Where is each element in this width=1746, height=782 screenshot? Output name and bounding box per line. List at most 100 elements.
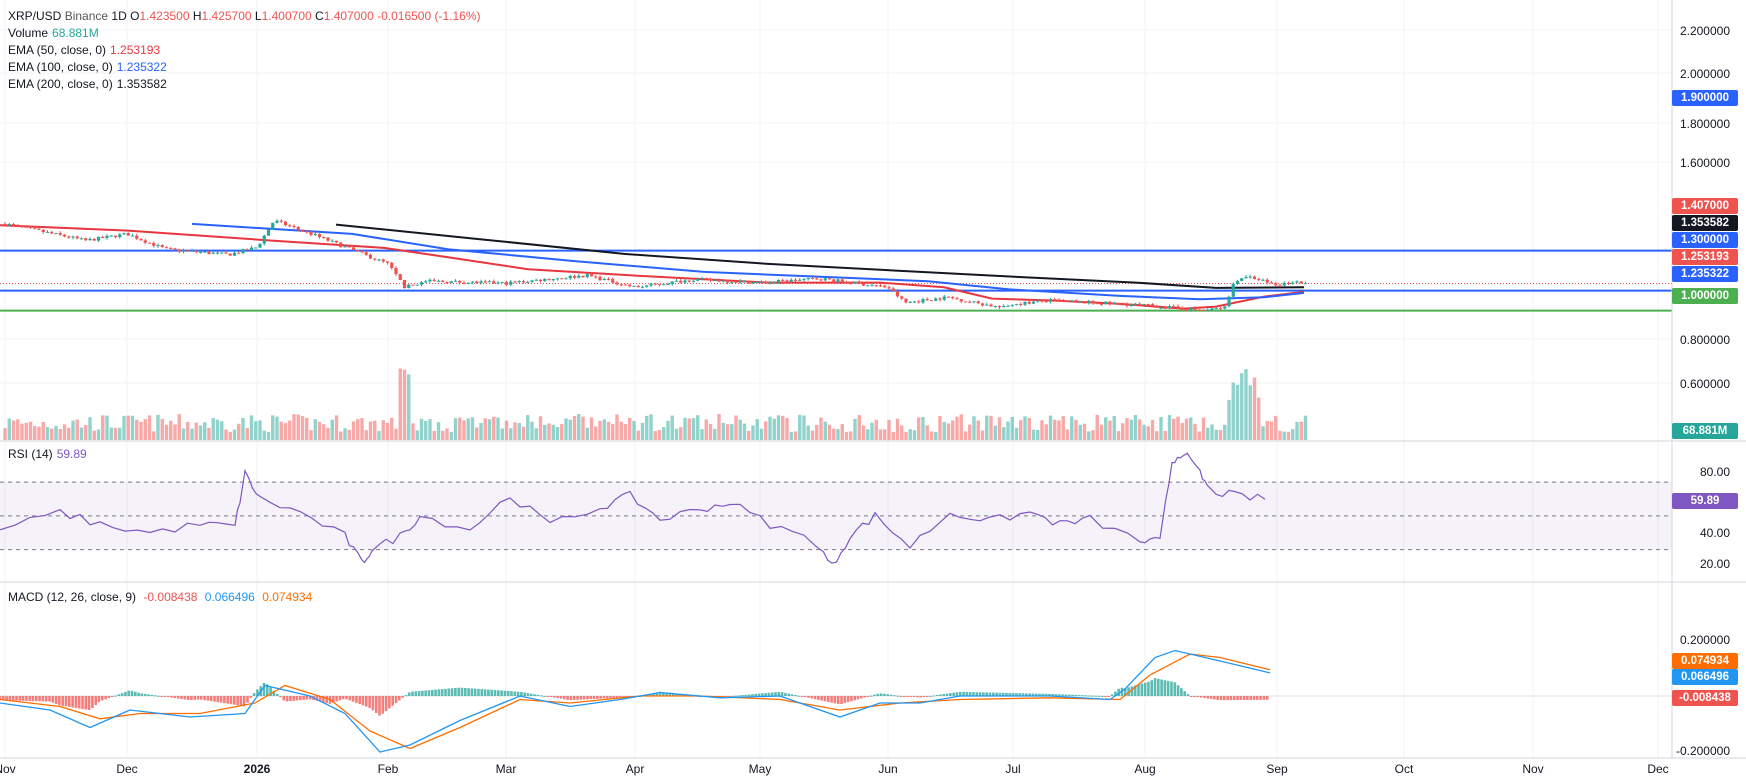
candle-body	[1295, 281, 1299, 283]
macd-histogram-bar	[1180, 688, 1183, 696]
macd-histogram-bar	[935, 694, 939, 696]
macd-legend[interactable]: MACD (12, 26, close, 9) -0.008438 0.0664…	[8, 590, 313, 604]
candle-body	[1261, 279, 1265, 281]
volume-bar	[79, 427, 84, 440]
volume-bar	[653, 431, 657, 440]
volume-legend[interactable]: Volume 68.881M	[8, 26, 99, 40]
candle-body	[674, 280, 679, 282]
candle-body	[912, 301, 917, 303]
volume-bar	[71, 420, 75, 440]
candle-body	[1002, 306, 1006, 308]
volume-bar	[152, 431, 156, 440]
volume-bar	[186, 421, 190, 440]
macd-histogram-bar	[876, 693, 880, 696]
candle-body	[1299, 281, 1303, 284]
macd-histogram-bar	[1058, 694, 1061, 696]
macd-histogram-bar	[8, 696, 12, 701]
macd-histogram-bar	[388, 696, 391, 709]
symbol[interactable]: XRP/USD	[8, 9, 62, 23]
candle-body	[143, 240, 147, 243]
x-tick: Aug	[1134, 762, 1156, 776]
candle-body	[1282, 282, 1286, 286]
macd-histogram-bar	[827, 696, 830, 702]
ema50-legend[interactable]: EMA (50, close, 0) 1.253193	[8, 43, 161, 57]
volume-bar	[751, 425, 755, 440]
candle-body	[955, 298, 959, 300]
candle-body	[789, 279, 793, 282]
macd-histogram-bar	[770, 692, 774, 696]
candle-body	[611, 279, 615, 283]
volume-bar	[364, 430, 368, 440]
volume-bar	[496, 417, 500, 440]
macd-histogram-bar	[61, 696, 64, 706]
volume-bar	[815, 424, 819, 440]
macd-histogram-bar	[566, 696, 569, 700]
volume-bar	[968, 424, 972, 440]
candle-body	[1214, 308, 1218, 310]
candle-body	[606, 278, 611, 280]
volume-bar	[870, 422, 874, 440]
candle-body	[279, 220, 283, 222]
volume-bar	[88, 417, 92, 440]
candle-body	[997, 306, 1002, 308]
volume-bar	[993, 425, 997, 440]
volume-bar	[1282, 431, 1286, 440]
volume-bar	[458, 417, 462, 440]
candle-body	[75, 236, 79, 239]
macd-histogram-bar	[483, 689, 487, 696]
candle-body	[721, 280, 725, 282]
candle-body	[1053, 299, 1057, 301]
macd-histogram-bar	[480, 689, 484, 696]
volume-bar	[1223, 424, 1227, 440]
volume-bar	[164, 424, 169, 440]
candle-body	[713, 280, 717, 282]
volume-bar	[173, 424, 177, 440]
macd-histogram-bar	[873, 694, 876, 696]
macd-histogram-bar	[1048, 693, 1051, 696]
volume-bar	[1274, 415, 1278, 440]
volume-bar	[1189, 417, 1193, 440]
volume-bar	[313, 419, 317, 440]
candle-body	[1189, 308, 1193, 311]
candle-body	[866, 285, 870, 287]
macd-histogram-bar	[1133, 685, 1137, 696]
volume-bar	[351, 421, 356, 440]
macd-histogram-bar	[338, 696, 342, 701]
candle-body	[836, 279, 840, 282]
macd-histogram-bar	[1150, 680, 1153, 696]
macd-histogram-bar	[572, 696, 576, 700]
volume-bar	[58, 429, 62, 440]
rsi-legend[interactable]: RSI (14) 59.89	[8, 447, 87, 461]
volume-bar	[1172, 418, 1176, 440]
candle-body	[1163, 307, 1167, 309]
volume-bar	[1027, 418, 1031, 440]
candle-body	[738, 280, 742, 283]
ema200-legend[interactable]: EMA (200, close, 0) 1.353582	[8, 77, 167, 91]
volume-bar	[891, 431, 895, 440]
candle-body	[381, 259, 385, 262]
candle-body	[781, 279, 785, 281]
candle-body	[1244, 277, 1248, 279]
volume-bar	[385, 422, 390, 440]
candle-body	[513, 281, 517, 283]
candle-body	[887, 287, 891, 289]
macd-histogram-bar	[1265, 696, 1269, 700]
candle-body	[543, 278, 547, 282]
volume-bar	[1176, 416, 1180, 440]
macd-histogram-bar	[444, 688, 447, 696]
macd-histogram-bar	[341, 696, 345, 700]
horizontal-levels	[0, 249, 1672, 312]
candle-body	[1193, 308, 1197, 310]
macd-histogram-bar	[473, 688, 477, 696]
macd-histogram-bar	[209, 696, 213, 702]
volume-bar	[402, 369, 407, 440]
interval[interactable]: 1D	[111, 9, 127, 23]
macd-histogram-bar	[180, 696, 183, 700]
macd-histogram-bar	[434, 689, 437, 696]
rsi-legend-value: 59.89	[56, 447, 87, 461]
rsi-line	[0, 452, 1266, 564]
ema100-legend[interactable]: EMA (100, close, 0) 1.235322	[8, 60, 167, 74]
macd-histogram-bar	[490, 689, 493, 696]
candle-body	[785, 280, 789, 282]
